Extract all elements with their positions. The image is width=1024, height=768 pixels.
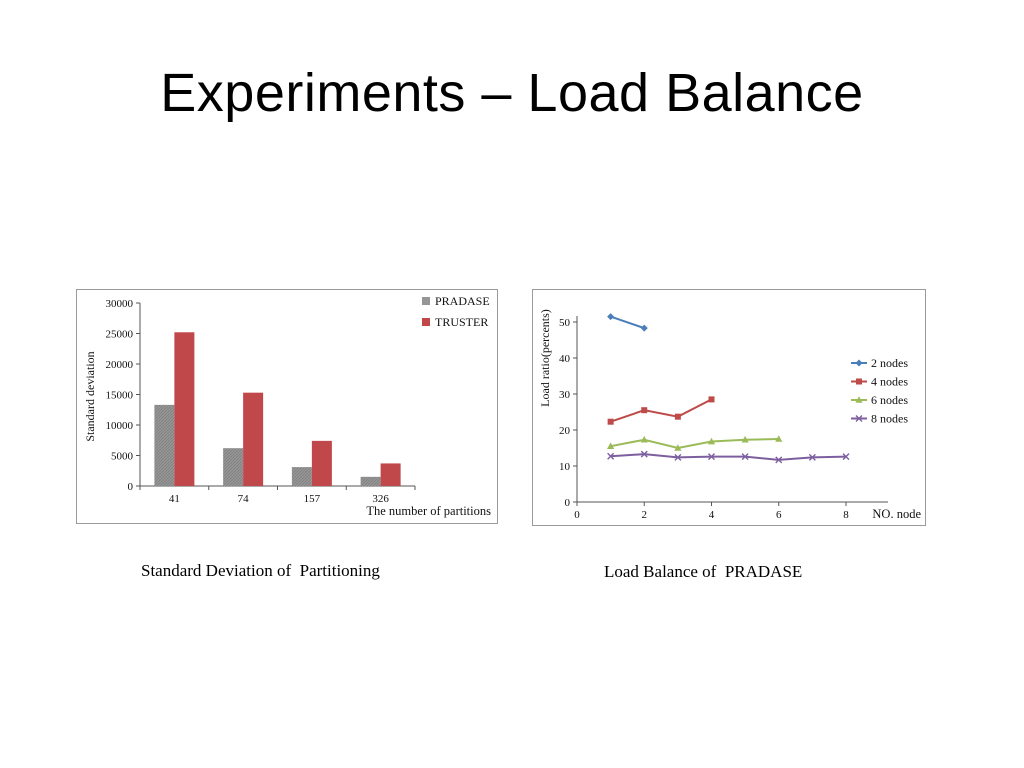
y-tick-label: 10 — [559, 461, 571, 473]
point-2-nodes-1 — [607, 313, 615, 321]
point-6-nodes-2 — [640, 435, 648, 443]
y-tick-label: 20 — [559, 425, 571, 437]
y-tick-label: 0 — [565, 497, 571, 509]
bar-truster-157 — [311, 440, 332, 486]
x-tick-label: 74 — [238, 493, 250, 505]
y-tick-label: 20000 — [106, 359, 134, 371]
x-tick-label: 4 — [709, 509, 715, 521]
y-tick-label: 30000 — [106, 298, 134, 310]
y-tick-label: 10000 — [106, 420, 134, 432]
point-6-nodes-1 — [607, 442, 615, 449]
y-axis-title: Standard deviation — [83, 351, 97, 441]
point-4-nodes-1 — [607, 418, 614, 425]
point-6-nodes-6 — [775, 435, 783, 442]
x-axis-title: The number of partitions — [366, 504, 491, 518]
series-line-6-nodes — [610, 438, 779, 450]
legend-swatch-truster — [422, 318, 430, 326]
point-8-nodes-8 — [842, 453, 850, 461]
x-axis-title: NO. node — [872, 507, 921, 521]
point-6-nodes-5 — [741, 435, 749, 443]
legend-label-6-nodes: 6 nodes — [871, 393, 908, 407]
bar-pradase-41 — [154, 404, 175, 486]
bar-pradase-326 — [360, 476, 381, 486]
point-2-nodes-2 — [640, 324, 648, 332]
x-tick-label: 2 — [642, 509, 648, 521]
bar-truster-326 — [380, 463, 401, 486]
line-chart-frame: 0 10 20 30 40 50 0 2 4 6 8 Load ratio(percents) NO. … — [532, 289, 926, 526]
x-tick-label: 326 — [372, 493, 389, 505]
bar-pradase-157 — [291, 467, 312, 486]
bar-truster-74 — [243, 392, 264, 486]
legend-swatch-pradase — [422, 297, 430, 305]
point-8-nodes-7 — [808, 453, 816, 461]
x-tick-label: 8 — [843, 509, 849, 521]
bar-chart: 0 5000 10000 15000 20000 25000 30000 41 74 157 326… — [83, 294, 491, 518]
x-tick-label: 0 — [574, 509, 580, 521]
legend-label-2-nodes: 2 nodes — [871, 356, 908, 370]
y-tick-label: 40 — [559, 353, 571, 365]
x-tick-label: 157 — [304, 493, 321, 505]
y-tick-label: 5000 — [111, 451, 134, 463]
y-tick-label: 25000 — [106, 329, 134, 341]
point-8-nodes-2 — [640, 450, 648, 458]
point-8-nodes-1 — [607, 452, 615, 460]
point-8-nodes-6 — [775, 456, 783, 464]
point-4-nodes-2 — [641, 407, 648, 414]
caption-line-chart: Load Balance of PRADASE — [604, 562, 803, 581]
point-6-nodes-3 — [674, 444, 682, 451]
legend-label-pradase: PRADASE — [435, 294, 490, 308]
legend-marker-4-nodes — [856, 378, 862, 385]
y-tick-label: 50 — [559, 317, 571, 329]
legend-label-8-nodes: 8 nodes — [871, 412, 908, 426]
legend-marker-8-nodes — [855, 415, 863, 422]
bar-truster-41 — [174, 332, 195, 486]
bar-chart-frame: 0 5000 10000 15000 20000 25000 30000 41 74 157 326… — [76, 289, 498, 524]
legend-marker-6-nodes — [855, 396, 863, 403]
legend-label-4-nodes: 4 nodes — [871, 375, 908, 389]
legend-marker-2-nodes — [855, 359, 863, 367]
point-4-nodes-4 — [708, 396, 715, 403]
series-line-4-nodes — [610, 398, 712, 423]
y-tick-label: 0 — [128, 481, 134, 493]
series-line-8-nodes — [610, 453, 847, 461]
legend-label-truster: TRUSTER — [435, 315, 488, 329]
point-4-nodes-3 — [674, 413, 681, 420]
point-8-nodes-5 — [741, 453, 749, 461]
point-6-nodes-4 — [707, 437, 716, 445]
x-tick-label: 41 — [169, 493, 180, 505]
y-axis-title: Load ratio(percents) — [538, 309, 552, 407]
point-8-nodes-3 — [674, 453, 682, 461]
point-8-nodes-4 — [708, 453, 715, 461]
bar-pradase-74 — [223, 448, 244, 486]
series-line-2-nodes — [610, 315, 645, 330]
y-tick-label: 30 — [559, 389, 571, 401]
slide-title: Experiments – Load Balance — [160, 63, 864, 123]
x-tick-label: 6 — [776, 509, 782, 521]
y-tick-label: 15000 — [106, 390, 134, 402]
caption-bar-chart: Standard Deviation of Partitioning — [141, 561, 380, 580]
line-chart: 0 10 20 30 40 50 0 2 4 6 8 Load ratio(percents) NO. … — [538, 309, 921, 521]
